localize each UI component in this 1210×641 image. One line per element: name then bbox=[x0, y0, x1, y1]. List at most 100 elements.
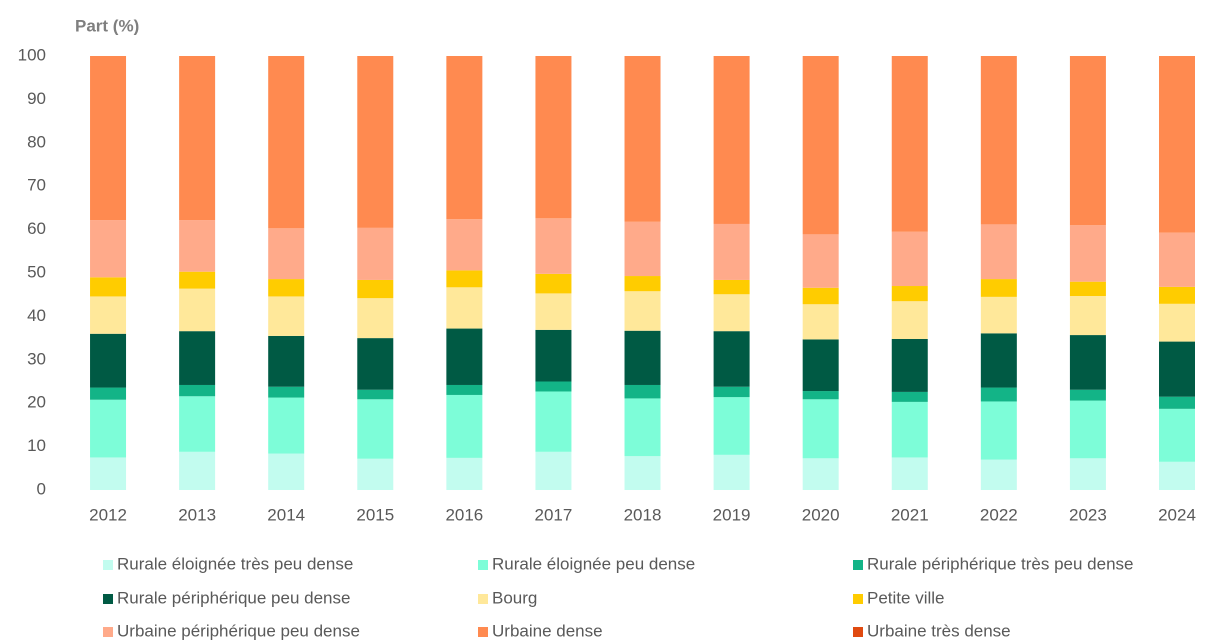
bar-segment bbox=[357, 227, 394, 280]
x-tick-label: 2015 bbox=[356, 505, 394, 524]
bar-segment bbox=[1069, 296, 1106, 336]
bar-segment bbox=[90, 399, 127, 458]
bar-segment bbox=[446, 287, 483, 329]
x-tick-label: 2013 bbox=[178, 505, 216, 524]
bar-segment bbox=[268, 296, 305, 336]
bar-segment bbox=[268, 228, 305, 280]
bar-segment bbox=[1069, 56, 1106, 226]
bar-segment bbox=[980, 459, 1017, 490]
bar-segment bbox=[624, 398, 661, 457]
y-tick-label: 60 bbox=[27, 219, 46, 238]
bar-segment bbox=[357, 56, 394, 228]
bar-segment bbox=[713, 386, 750, 398]
x-tick-label: 2018 bbox=[624, 505, 662, 524]
bar-segment bbox=[891, 56, 928, 232]
legend-label: Rurale périphérique très peu dense bbox=[867, 554, 1134, 573]
bar-segment bbox=[713, 279, 750, 295]
bar-segment bbox=[535, 391, 572, 452]
legend-swatch bbox=[853, 627, 863, 637]
bar-segment bbox=[624, 384, 661, 399]
x-tick-label: 2012 bbox=[89, 505, 127, 524]
bar-segment bbox=[1159, 303, 1195, 342]
bar-segment bbox=[90, 220, 127, 278]
bar-segment bbox=[179, 451, 216, 490]
y-tick-label: 50 bbox=[27, 262, 46, 281]
bar-segment bbox=[179, 56, 216, 221]
bar-segment bbox=[713, 56, 750, 224]
legend-swatch bbox=[853, 594, 863, 604]
bar-segment bbox=[357, 298, 394, 339]
bar-segment bbox=[1159, 232, 1195, 287]
bar-segment bbox=[1069, 281, 1106, 297]
y-tick-label: 20 bbox=[27, 393, 46, 412]
bar-segment bbox=[535, 273, 572, 294]
bar-segment bbox=[624, 276, 661, 292]
y-tick-label: 90 bbox=[27, 89, 46, 108]
bar-segment bbox=[268, 453, 305, 490]
bar-segment bbox=[179, 220, 216, 272]
x-tick-label: 2021 bbox=[891, 505, 929, 524]
bar-segment bbox=[179, 396, 216, 452]
bar-segment bbox=[891, 231, 928, 287]
y-tick-label: 10 bbox=[27, 436, 46, 455]
bar-segment bbox=[802, 339, 839, 392]
bar-segment bbox=[980, 279, 1017, 297]
bar-segment bbox=[535, 329, 572, 382]
bar-segment bbox=[891, 391, 928, 402]
y-tick-label: 100 bbox=[18, 45, 46, 64]
x-tick-label: 2016 bbox=[445, 505, 483, 524]
legend-swatch bbox=[103, 627, 113, 637]
bar-segment bbox=[179, 384, 216, 397]
bar-segment bbox=[802, 304, 839, 340]
bar-segment bbox=[980, 387, 1017, 402]
bar-segment bbox=[891, 338, 928, 392]
bar-segment bbox=[179, 288, 216, 332]
legend-swatch bbox=[853, 560, 863, 570]
bar-segment bbox=[802, 234, 839, 288]
legend-label: Rurale éloignée peu dense bbox=[492, 554, 695, 573]
bar-segment bbox=[624, 56, 661, 222]
x-tick-label: 2023 bbox=[1069, 505, 1107, 524]
bar-segment bbox=[357, 389, 394, 400]
bar-segment bbox=[90, 457, 127, 490]
legend-label: Urbaine très dense bbox=[867, 621, 1011, 640]
bar-segment bbox=[1159, 461, 1195, 490]
legend-swatch bbox=[103, 560, 113, 570]
bar-segment bbox=[535, 218, 572, 274]
bar-segment bbox=[891, 301, 928, 339]
bar-segment bbox=[891, 457, 928, 490]
bar-segment bbox=[357, 338, 394, 390]
bar-segment bbox=[891, 401, 928, 458]
legend-label: Rurale éloignée très peu dense bbox=[117, 554, 353, 573]
bar-segment bbox=[1159, 56, 1195, 233]
bar-segment bbox=[446, 219, 483, 271]
bar-segment bbox=[90, 56, 127, 221]
bar-segment bbox=[535, 451, 572, 490]
bar-segment bbox=[713, 223, 750, 280]
bar-segment bbox=[1159, 408, 1195, 462]
y-tick-label: 0 bbox=[37, 479, 46, 498]
bar-segment bbox=[980, 401, 1017, 460]
bar-segment bbox=[446, 270, 483, 288]
bar-segment bbox=[1159, 396, 1195, 409]
legend-swatch bbox=[103, 594, 113, 604]
x-tick-label: 2024 bbox=[1158, 505, 1196, 524]
x-tick-label: 2022 bbox=[980, 505, 1018, 524]
bar-segment bbox=[713, 294, 750, 332]
bar-segment bbox=[535, 293, 572, 330]
legend-label: Bourg bbox=[492, 588, 537, 607]
x-tick-label: 2019 bbox=[713, 505, 751, 524]
y-tick-label: 30 bbox=[27, 349, 46, 368]
bar-segment bbox=[268, 386, 305, 398]
bar-segment bbox=[535, 56, 572, 219]
legend-label: Urbaine périphérique peu dense bbox=[117, 621, 360, 640]
legend-label: Urbaine dense bbox=[492, 621, 603, 640]
x-tick-label: 2017 bbox=[535, 505, 573, 524]
x-tick-label: 2020 bbox=[802, 505, 840, 524]
bar-segment bbox=[980, 224, 1017, 280]
bar-segment bbox=[179, 271, 216, 289]
bar-segment bbox=[980, 56, 1017, 225]
bar-segment bbox=[624, 221, 661, 277]
bar-segment bbox=[268, 56, 305, 229]
bar-segment bbox=[446, 384, 483, 395]
